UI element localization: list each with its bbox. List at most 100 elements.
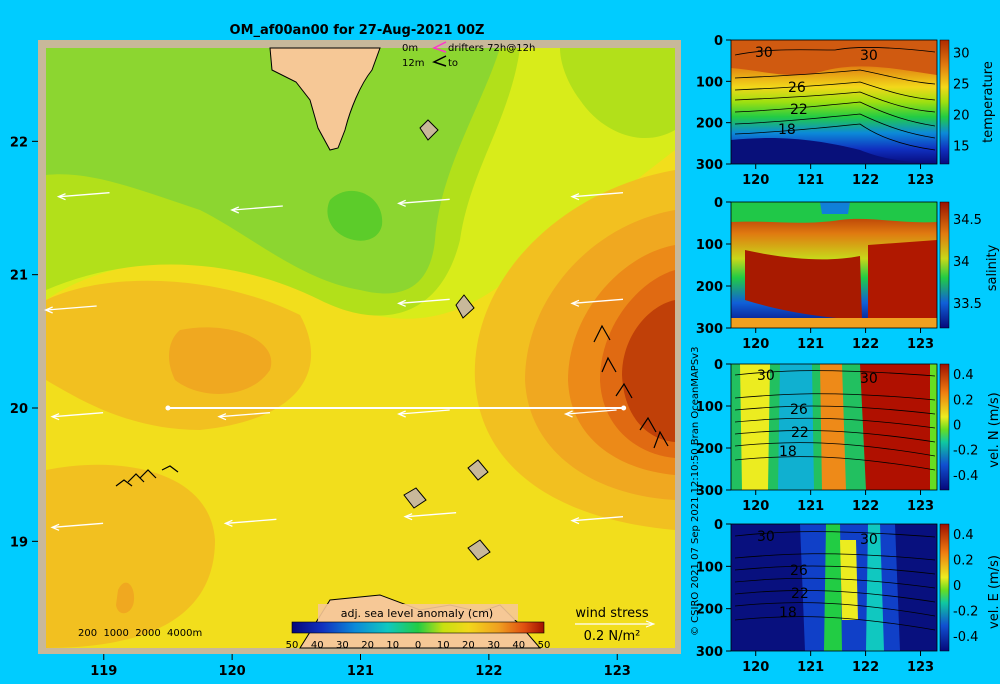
anomaly-contour-green3: [327, 190, 383, 241]
side-y-tick-label: 200: [696, 442, 723, 457]
ve-contour-label-18: 18: [779, 605, 797, 621]
ve-green-stripe: [824, 524, 842, 651]
ve-contour-label-30b: 30: [860, 532, 878, 548]
map-x-tick-label: 120: [219, 664, 246, 679]
drifters-to-label: to: [448, 58, 458, 69]
side-x-tick-label: 120: [742, 173, 769, 188]
ve-contour-label-26: 26: [790, 563, 808, 579]
side-x-tick-label: 120: [742, 660, 769, 675]
map-x-ticks: 119 120 121 122 123: [90, 654, 631, 679]
side-x-tick-label: 122: [852, 337, 879, 352]
anomaly-contour-green2: [46, 48, 500, 294]
wind-stress-legend: wind stress 0.2 N/m²: [575, 606, 656, 644]
side-colorbar-tick-label: 33.5: [953, 297, 982, 312]
vn-contour-label-22: 22: [791, 425, 809, 441]
side-x-tick-label: 123: [907, 660, 934, 675]
colorbar-tick-label: 20: [361, 640, 374, 651]
side-panel-frame: [730, 201, 938, 329]
colorbar-tick-label: 10: [437, 640, 450, 651]
side-y-tick-label: 0: [714, 518, 723, 533]
island-3: [467, 459, 489, 481]
side-panel-frame: [730, 363, 938, 491]
temperature-contour-label-18: 18: [778, 122, 796, 138]
wind-vector-head: [397, 299, 406, 307]
side-colorbar-tick-label: 0.2: [953, 393, 974, 408]
wind-vector-head: [223, 519, 233, 527]
temperature-contour-label-30b: 30: [860, 48, 878, 64]
wind-vector-head: [563, 410, 573, 418]
wind-stress-scale: 0.2 N/m²: [584, 629, 641, 644]
vn-contour-label-18: 18: [779, 444, 797, 460]
velocity-east-label: vel. E (m/s): [987, 555, 1000, 629]
side-colorbar-tick-label: -0.4: [953, 630, 978, 645]
side-y-tick-label: 300: [696, 322, 723, 337]
wind-vector-head: [403, 513, 413, 521]
side-x-tick-label: 121: [797, 337, 824, 352]
map-x-tick-label: 121: [347, 664, 374, 679]
side-x-tick-label: 123: [907, 499, 934, 514]
side-x-tick-label: 121: [797, 173, 824, 188]
temperature-colorbar: [939, 39, 950, 165]
vn-contour-label-30b: 30: [860, 371, 878, 387]
sea-level-colorbar: adj. sea level anomaly (cm) 50 40 30 20 10 0 1…: [286, 604, 551, 651]
side-x-tick-label: 122: [852, 499, 879, 514]
side-y-tick-label: 300: [696, 484, 723, 499]
map-y-ticks: 22 21 20 19: [10, 135, 38, 550]
anomaly-contour-orange-swcore: [116, 582, 135, 614]
side-x-tick-label: 122: [852, 660, 879, 675]
side-colorbar-tick-label: 0.4: [953, 528, 974, 543]
colorbar-tick-label: 50: [538, 640, 551, 651]
drifter-depth-12m: 12m: [402, 58, 424, 69]
velocity-east-contours: [734, 531, 936, 631]
vn-contour-label-26: 26: [790, 402, 808, 418]
velocity-north-panel: 30 30 26 22 18 vel. N (m/s): [731, 363, 1000, 491]
island-1: [419, 119, 439, 141]
temperature-contour-label-30a: 30: [755, 45, 773, 61]
wind-vector: [399, 298, 450, 304]
colorbar-tick-label: 20: [462, 640, 475, 651]
velocity-east-panel: 30 30 26 22 18 vel. E (m/s): [731, 523, 1000, 652]
side-colorbar-tick-label: 15: [953, 139, 970, 154]
side-colorbar-tick-label: 30: [953, 46, 970, 61]
anomaly-contour-yellow-south: [46, 420, 675, 648]
map-y-tick-label: 22: [10, 135, 28, 150]
side-x-tick-label: 122: [852, 173, 879, 188]
salinity-colorbar: [939, 201, 950, 329]
side-y-tick-label: 200: [696, 117, 723, 132]
side-y-tick-label: 200: [696, 280, 723, 295]
wind-vector-head: [217, 413, 227, 421]
island-5: [467, 539, 491, 561]
section-line-start: [165, 405, 171, 411]
vn-orange-band: [820, 364, 846, 490]
anomaly-field: [46, 48, 675, 648]
wind-vectors: [44, 192, 624, 531]
wind-vector-head: [397, 410, 406, 418]
drifter-12m-icon: [432, 55, 447, 67]
wind-vector: [232, 205, 283, 211]
wind-vector: [53, 412, 104, 418]
velocity-north-colorbar: [939, 363, 950, 491]
wind-vector: [572, 192, 624, 198]
side-y-tick-label: 0: [714, 34, 723, 49]
map-y-tick-label: 21: [10, 269, 28, 284]
side-x-tick-label: 123: [907, 173, 934, 188]
salinity-panel: salinity: [731, 201, 1000, 329]
wind-vector: [566, 409, 617, 415]
colorbar-tick-label: 0: [415, 640, 421, 651]
side-y-tick-label: 300: [696, 645, 723, 660]
taiwan-landmass: [269, 47, 381, 151]
temperature-deep: [731, 138, 937, 164]
colorbar-gradient: [291, 621, 545, 634]
salinity-blue-spot: [820, 202, 850, 214]
wind-vector-head: [44, 306, 53, 314]
side-panel-frame: [730, 523, 938, 652]
island-4: [403, 487, 427, 509]
wind-vector: [399, 409, 450, 415]
drifter-legend: 0m 12m drifters 72h@12h to: [402, 41, 535, 69]
side-colorbar-tick-label: 25: [953, 77, 970, 92]
wind-vector-head: [570, 517, 580, 525]
velocity-north-label: vel. N (m/s): [987, 392, 1000, 467]
vn-blue-band: [778, 364, 814, 490]
wind-vector: [399, 198, 450, 204]
